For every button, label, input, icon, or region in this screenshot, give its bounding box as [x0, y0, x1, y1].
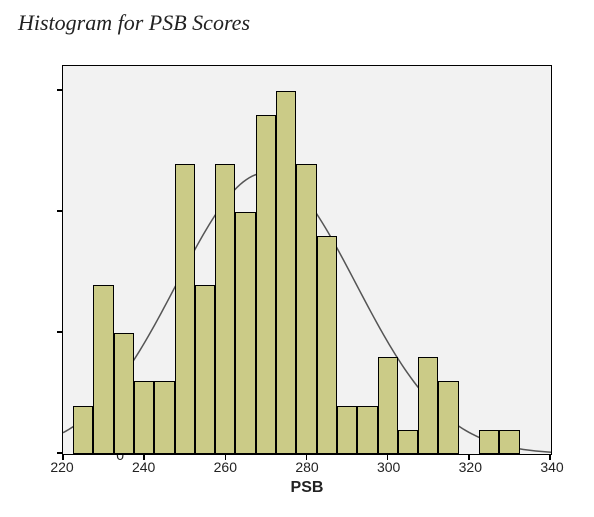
histogram-bar	[418, 357, 438, 454]
x-tick-label: 280	[295, 459, 318, 475]
plot-area	[62, 65, 552, 455]
histogram-bar	[215, 164, 235, 454]
histogram-chart: 0 5 10 15 220 240 260 280 300 320 340 PS…	[16, 55, 576, 505]
histogram-bar	[175, 164, 195, 454]
histogram-bar	[499, 430, 519, 454]
histogram-bar	[134, 381, 154, 454]
histogram-bar	[276, 91, 296, 454]
histogram-bar	[256, 115, 276, 454]
figure-title: Histogram for PSB Scores	[18, 10, 250, 36]
y-tick	[57, 89, 63, 91]
histogram-bar	[296, 164, 316, 454]
histogram-bar	[114, 333, 134, 454]
x-tick-label: 340	[540, 459, 563, 475]
histogram-bar	[378, 357, 398, 454]
histogram-bar	[93, 285, 113, 454]
histogram-bar	[479, 430, 499, 454]
x-tick-label: 300	[377, 459, 400, 475]
histogram-bar	[438, 381, 458, 454]
x-tick-label: 320	[459, 459, 482, 475]
histogram-bar	[317, 236, 337, 454]
histogram-bar	[154, 381, 174, 454]
histogram-bar	[195, 285, 215, 454]
x-tick-label: 260	[214, 459, 237, 475]
histogram-bar	[235, 212, 255, 454]
x-tick-label: 240	[132, 459, 155, 475]
y-tick	[57, 331, 63, 333]
y-tick	[57, 210, 63, 212]
x-tick-label: 220	[50, 459, 73, 475]
histogram-bar	[337, 406, 357, 454]
histogram-bar	[398, 430, 418, 454]
histogram-bar	[73, 406, 93, 454]
x-axis-title: PSB	[62, 479, 552, 497]
histogram-bar	[357, 406, 377, 454]
